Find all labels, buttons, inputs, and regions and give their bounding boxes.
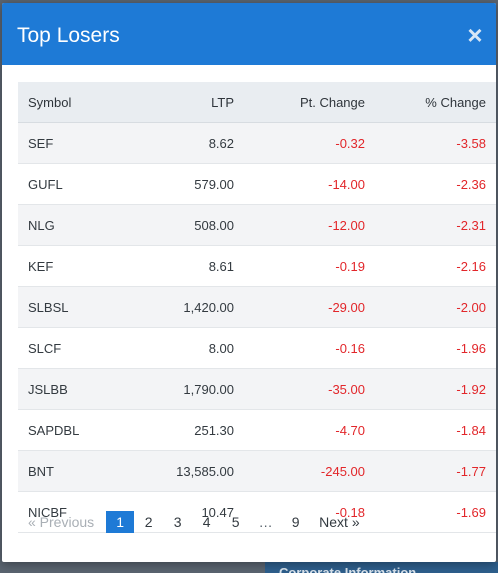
losers-table: Symbol LTP Pt. Change % Change SEF 8.62 … — [18, 82, 496, 533]
cell-symbol: NLG — [18, 204, 129, 246]
table-row: SLCF 8.00 -0.16 -1.96 — [18, 327, 496, 369]
top-losers-modal: Top Losers × Symbol LTP Pt. Change % Cha… — [2, 3, 496, 562]
losers-table-container: Symbol LTP Pt. Change % Change SEF 8.62 … — [18, 82, 496, 533]
table-row: BNT 13,585.00 -245.00 -1.77 — [18, 450, 496, 492]
table-row: NLG 508.00 -12.00 -2.31 — [18, 204, 496, 246]
cell-ltp: 10.47 — [129, 491, 234, 533]
cell-pt-change: -4.70 — [234, 409, 366, 451]
modal-title: Top Losers — [17, 24, 120, 47]
next-page-button[interactable]: Next » — [319, 514, 360, 530]
cell-pt-change: -0.32 — [234, 122, 366, 164]
cell-ltp: 579.00 — [129, 163, 234, 205]
cell-symbol: JSLBB — [18, 368, 129, 410]
column-header-pct-change: % Change — [366, 82, 496, 123]
cell-symbol: KEF — [18, 245, 129, 287]
table-header-row: Symbol LTP Pt. Change % Change — [18, 82, 496, 123]
cell-pt-change: -14.00 — [234, 163, 366, 205]
column-header-pt-change: Pt. Change — [234, 82, 366, 123]
cell-ltp: 508.00 — [129, 204, 234, 246]
cell-pt-change: -0.19 — [234, 245, 366, 287]
cell-ltp: 8.00 — [129, 327, 234, 369]
page-button-5[interactable]: 5 — [231, 514, 240, 530]
cell-ltp: 8.61 — [129, 245, 234, 287]
table-row: KEF 8.61 -0.19 -2.16 — [18, 245, 496, 287]
cell-pct-change: -2.00 — [366, 286, 496, 328]
page-button-9[interactable]: 9 — [291, 514, 300, 530]
cell-pt-change: -35.00 — [234, 368, 366, 410]
page-button-4[interactable]: 4 — [202, 514, 211, 530]
pagination-ellipsis: … — [258, 514, 273, 530]
page-button-2[interactable]: 2 — [144, 514, 153, 530]
cell-symbol: SAPDBL — [18, 409, 129, 451]
cell-pct-change: -1.77 — [366, 450, 496, 492]
table-row: JSLBB 1,790.00 -35.00 -1.92 — [18, 368, 496, 410]
page-button-3[interactable]: 3 — [173, 514, 182, 530]
cell-symbol: BNT — [18, 450, 129, 492]
cell-pt-change: -12.00 — [234, 204, 366, 246]
cell-pt-change: -29.00 — [234, 286, 366, 328]
cell-pt-change: -0.18 — [234, 491, 366, 533]
table-row: SAPDBL 251.30 -4.70 -1.84 — [18, 409, 496, 451]
page-button-1[interactable]: 1 — [106, 511, 135, 533]
modal-header: Top Losers × — [2, 3, 496, 65]
cell-symbol: SLCF — [18, 327, 129, 369]
background-corporate-info: Corporate Information — [265, 562, 498, 573]
cell-pct-change: -2.16 — [366, 245, 496, 287]
cell-pct-change: -1.69 — [366, 491, 496, 533]
cell-pct-change: -1.84 — [366, 409, 496, 451]
cell-pct-change: -2.31 — [366, 204, 496, 246]
close-icon[interactable]: × — [467, 20, 483, 50]
cell-pt-change: -0.16 — [234, 327, 366, 369]
cell-symbol: SEF — [18, 122, 129, 164]
previous-page-button[interactable]: « Previous — [28, 514, 95, 530]
column-header-ltp: LTP — [129, 82, 234, 123]
column-header-symbol: Symbol — [18, 82, 129, 123]
cell-pct-change: -1.92 — [366, 368, 496, 410]
cell-pct-change: -3.58 — [366, 122, 496, 164]
cell-symbol: GUFL — [18, 163, 129, 205]
cell-symbol: SLBSL — [18, 286, 129, 328]
pagination: « Previous 1 2 3 4 5 … 9 Next » — [28, 511, 360, 533]
cell-ltp: 13,585.00 — [129, 450, 234, 492]
cell-ltp: 251.30 — [129, 409, 234, 451]
table-row: GUFL 579.00 -14.00 -2.36 — [18, 163, 496, 205]
cell-pct-change: -1.96 — [366, 327, 496, 369]
table-row: SLBSL 1,420.00 -29.00 -2.00 — [18, 286, 496, 328]
table-row: SEF 8.62 -0.32 -3.58 — [18, 122, 496, 164]
cell-pct-change: -2.36 — [366, 163, 496, 205]
cell-ltp: 1,790.00 — [129, 368, 234, 410]
cell-pt-change: -245.00 — [234, 450, 366, 492]
table-row: NICBF 10.47 -0.18 -1.69 — [18, 491, 496, 533]
cell-ltp: 8.62 — [129, 122, 234, 164]
cell-ltp: 1,420.00 — [129, 286, 234, 328]
